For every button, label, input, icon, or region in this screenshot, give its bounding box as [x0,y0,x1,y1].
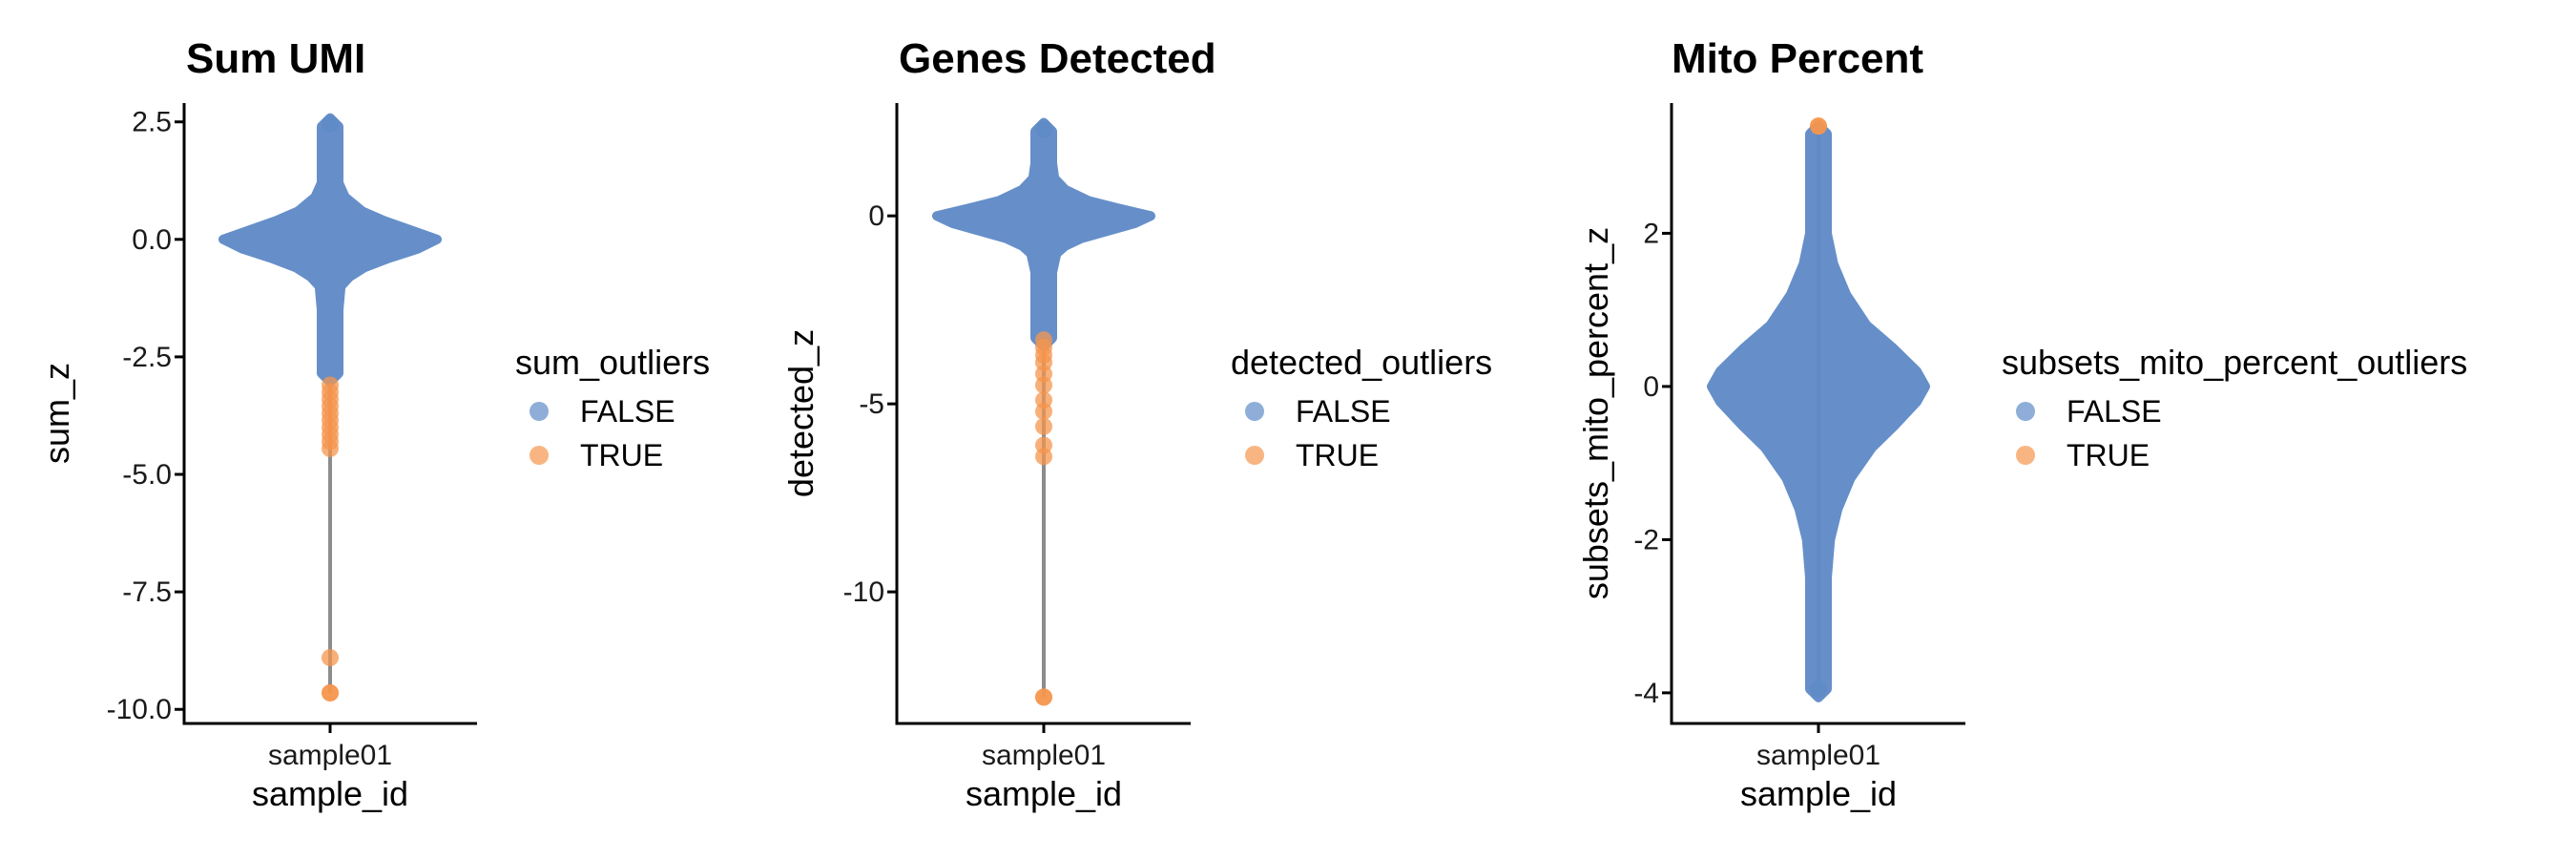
point-max [322,115,339,134]
x-axis-label: sample_id [252,774,408,813]
violin-body-false [1707,120,1930,702]
legend-key-false [530,402,549,421]
y-tick-label: 0 [868,200,884,232]
outlier-point [1035,376,1052,394]
legend-key-false [2016,402,2035,421]
y-axis-label: detected_z [781,329,821,497]
x-tick-label: sample01 [982,740,1106,771]
legend-key-true [2016,446,2035,465]
point-max [1035,120,1052,138]
y-tick-label: 2 [1643,218,1659,249]
outlier-point [1810,117,1827,136]
y-tick-label: -2 [1633,524,1659,555]
legend: subsets_mito_percent_outliers FALSE TRUE [2002,343,2467,472]
y-axis-label: sum_z [37,363,76,464]
x-axis-label: sample_id [966,774,1122,813]
outlier-point [1035,403,1052,421]
chart-title: Genes Detected [899,35,1216,82]
legend: sum_outliers FALSE TRUE [515,343,710,472]
legend-label-true: TRUE [580,438,663,472]
outlier-point [322,683,339,702]
legend-key-true [530,446,549,465]
y-tick-label: 0 [1643,371,1659,403]
panel-1: Sum UMI 2.5 0.0 -2.5 -5.0 -7.5 -10.0 sample01sa… [37,35,710,813]
point-min [1810,680,1827,698]
y-tick-label: -5 [859,388,884,420]
y-tick-label: -2.5 [122,342,172,373]
legend-label-true: TRUE [2067,438,2150,472]
y-axis-label: subsets_mito_percent_z [1576,227,1615,599]
y-tick-label: -7.5 [122,576,172,608]
x-axis-label: sample_id [1740,774,1897,813]
legend: detected_outliers FALSE TRUE [1231,343,1492,472]
legend-label-false: FALSE [1296,394,1391,429]
chart-title: Sum UMI [186,35,365,82]
outlier-point [322,649,339,667]
legend-label-false: FALSE [580,394,675,429]
y-tick-label: -10.0 [107,694,172,725]
legend-title: subsets_mito_percent_outliers [2002,343,2467,382]
legend-label-true: TRUE [1296,438,1379,472]
legend-title: sum_outliers [515,343,710,382]
chart-title: Mito Percent [1672,35,1923,82]
outlier-point [1035,688,1052,706]
y-tick-label: 0.0 [132,224,172,256]
outlier-point [1035,448,1052,466]
y-tick-label: 2.5 [132,107,172,138]
y-tick-label: -4 [1633,678,1659,709]
y-tick-label: -10 [843,576,884,608]
legend-label-false: FALSE [2067,394,2162,429]
legend-key-true [1245,446,1264,465]
violin-body-false [932,117,1155,352]
x-tick-label: sample01 [1756,740,1880,771]
y-tick-label: -5.0 [122,459,172,491]
legend-key-false [1245,402,1264,421]
violin-body-false [218,113,442,388]
outlier-point [1035,417,1052,435]
x-tick-label: sample01 [268,740,392,771]
outlier-point [322,439,339,457]
legend-title: detected_outliers [1231,343,1492,382]
